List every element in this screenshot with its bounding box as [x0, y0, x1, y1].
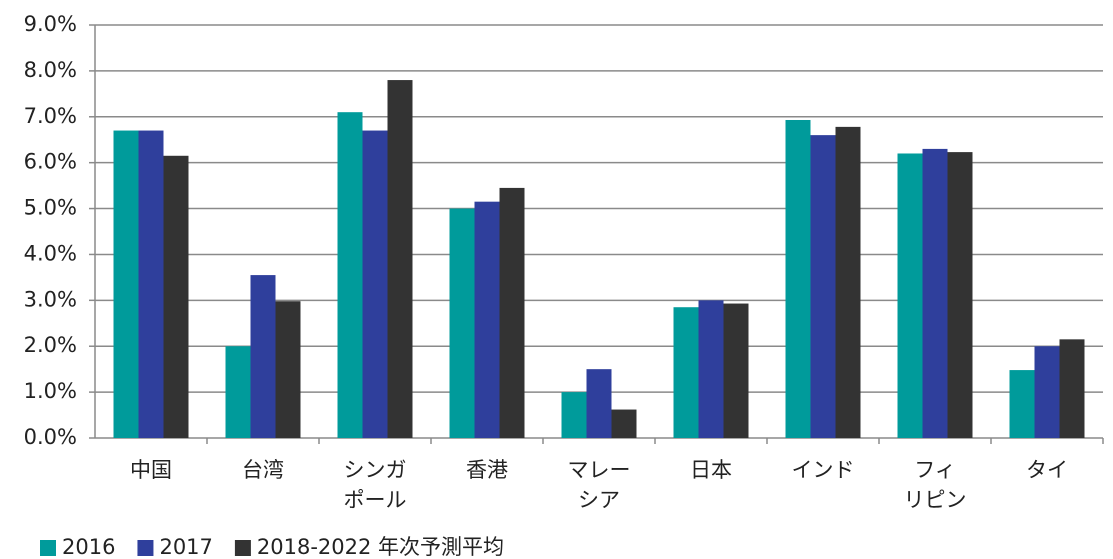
x-tick-label: タイ — [1026, 458, 1068, 482]
x-tick-label: 台湾 — [242, 458, 284, 482]
legend-label: 2016 — [62, 535, 115, 559]
bar — [449, 208, 475, 438]
bar — [698, 300, 724, 438]
y-tick-label: 0.0% — [24, 425, 77, 449]
y-tick-label: 7.0% — [24, 104, 77, 128]
legend-swatch — [40, 540, 56, 556]
y-tick-label: 5.0% — [24, 196, 77, 220]
legend-swatch — [234, 540, 251, 556]
y-tick-label: 1.0% — [24, 379, 77, 403]
legend-label: 2018-2022 年次予測平均 — [257, 535, 504, 559]
bar — [474, 201, 500, 438]
bar — [810, 135, 836, 438]
bar — [897, 153, 923, 438]
bar — [362, 130, 388, 439]
bar — [250, 275, 276, 438]
bar — [785, 119, 811, 439]
x-tick-label: フィリピン — [904, 458, 967, 512]
y-tick-label: 4.0% — [24, 241, 77, 265]
y-tick-label: 9.0% — [24, 12, 77, 36]
x-tick-label: インド — [792, 458, 855, 482]
bar — [387, 80, 413, 439]
bar — [835, 126, 861, 438]
bar — [673, 307, 699, 438]
bar — [947, 152, 973, 438]
x-tick-label: 香港 — [466, 458, 508, 482]
y-tick-label: 8.0% — [24, 58, 77, 82]
y-tick-label: 3.0% — [24, 287, 77, 311]
bar — [225, 346, 251, 438]
bar — [138, 130, 164, 439]
bar — [586, 369, 612, 438]
bar — [1034, 346, 1060, 438]
bar — [163, 155, 189, 439]
x-tick-label: 中国 — [130, 458, 172, 482]
bar — [1009, 370, 1035, 438]
bar — [922, 148, 948, 438]
x-tick-label: シンガポール — [344, 458, 407, 512]
legend-swatch — [137, 540, 154, 556]
bar — [275, 301, 301, 438]
x-tick-label: 日本 — [690, 458, 732, 482]
legend-label: 2017 — [159, 535, 212, 559]
x-tick-label: マレーシア — [568, 458, 631, 512]
bar — [337, 112, 363, 438]
bar — [499, 187, 525, 438]
bar — [113, 130, 139, 439]
bar — [723, 303, 749, 438]
bar — [611, 409, 637, 438]
bar — [561, 392, 587, 438]
bar — [1059, 339, 1085, 438]
y-tick-label: 2.0% — [24, 333, 77, 357]
y-tick-label: 6.0% — [24, 150, 77, 174]
